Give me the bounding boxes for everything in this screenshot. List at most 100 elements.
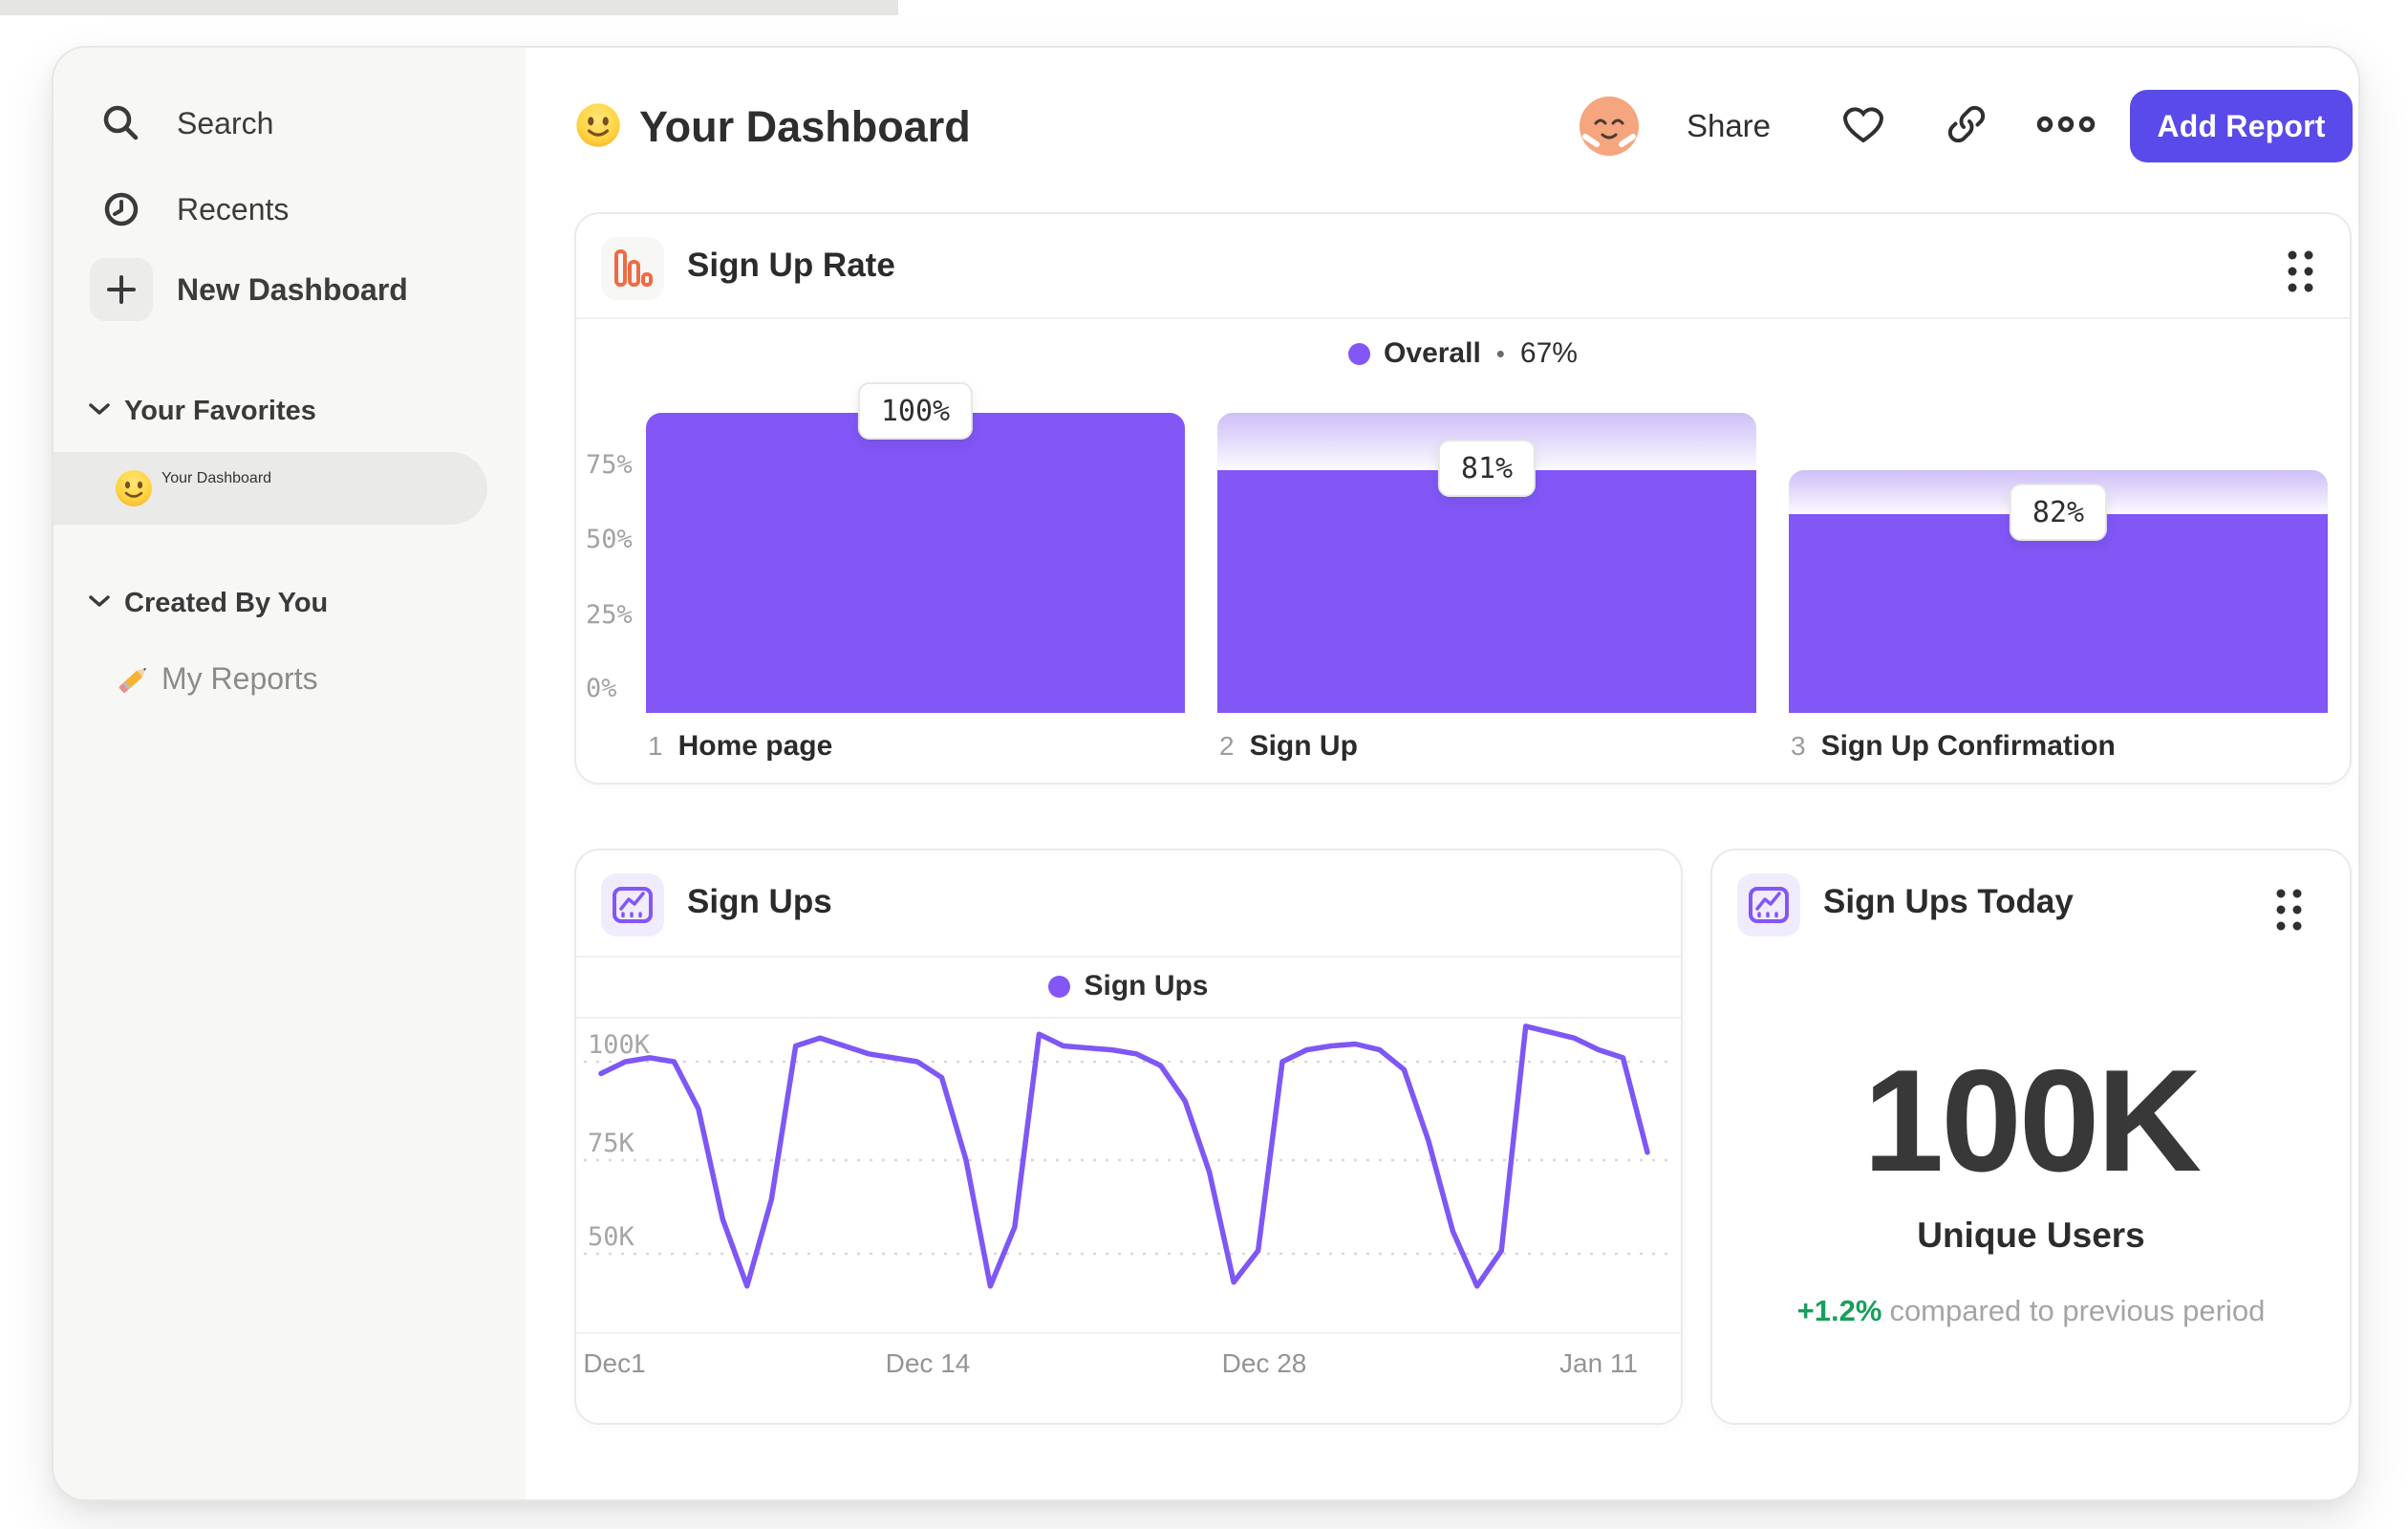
card-header: Sign Ups: [576, 851, 1681, 958]
avatar[interactable]: [1580, 97, 1639, 156]
step-name: Sign Up Confirmation: [1820, 730, 2116, 762]
delta-percent: +1.2%: [1796, 1294, 1882, 1327]
smiley-emoji: [114, 468, 154, 513]
sidebar-item-search[interactable]: Search: [54, 87, 526, 160]
funnel-value-tooltip: 82%: [2009, 484, 2108, 541]
divider: [576, 1017, 1681, 1019]
line-legend[interactable]: Sign Ups: [576, 956, 1681, 1017]
funnel-chart-icon: [601, 237, 664, 300]
y-axis-tick: 50%: [586, 525, 633, 554]
page-title: Your Dashboard: [639, 102, 971, 151]
section-label: Created By You: [124, 588, 329, 618]
y-axis-tick: 100K: [588, 1030, 651, 1060]
sign-ups-line-chart: [584, 1023, 1673, 1289]
chevron-down-icon: [88, 401, 111, 421]
link-icon: [1945, 102, 1989, 151]
copy-link-button[interactable]: [1930, 90, 2003, 162]
divider: [576, 1332, 1681, 1334]
funnel-step-home-page: 100% 1 Home page: [646, 382, 1185, 762]
legend-series-name: Sign Ups: [1084, 970, 1209, 1001]
plus-icon: [90, 258, 153, 321]
background-window-strip: [0, 0, 898, 15]
funnel-step-sign-up-confirmation: 82% 3 Sign Up Confirmation: [1789, 413, 2328, 762]
funnel-category-label: 1 Home page: [648, 730, 832, 763]
sidebar-section-your-favorites[interactable]: Your Favorites: [88, 396, 316, 427]
funnel-legend[interactable]: Overall • 67%: [576, 325, 2350, 382]
unique-users-value: 100K: [1862, 1040, 2202, 1202]
funnel-step-sign-up: 81% 2 Sign Up: [1217, 413, 1756, 762]
y-axis-tick: 0%: [586, 674, 617, 703]
sign-ups-today-card: Sign Ups Today 100K Unique Users +1.2% co…: [1710, 849, 2352, 1425]
funnel-value-tooltip: 100%: [857, 382, 974, 440]
legend-dot: [1048, 975, 1071, 998]
delta-comparison: +1.2% compared to previous period: [1712, 1294, 2350, 1328]
sidebar-item-label: Your Dashboard: [161, 470, 272, 486]
sidebar: Search Recents New Dashboard Your Favori…: [54, 48, 526, 1499]
sign-up-rate-card: Sign Up Rate Overall • 67% 75% 50% 25% 0…: [574, 212, 2352, 785]
line-chart-icon: [601, 873, 664, 937]
sidebar-item-new-dashboard[interactable]: New Dashboard: [54, 253, 526, 326]
legend-overall-value: 67%: [1519, 337, 1578, 369]
funnel-bars: 100% 1 Home page 81% 2 Sign Up: [646, 382, 2328, 762]
section-label: Your Favorites: [124, 396, 316, 426]
sidebar-item-label: New Dashboard: [177, 271, 408, 307]
sidebar-item-recents[interactable]: Recents: [54, 173, 526, 246]
search-icon: [90, 92, 153, 155]
more-options-button[interactable]: [2030, 90, 2102, 162]
sidebar-item-your-dashboard[interactable]: Your Dashboard: [54, 452, 487, 525]
card-title: Sign Ups Today: [1823, 883, 2074, 920]
funnel-bar[interactable]: [1789, 514, 2328, 713]
line-series: [598, 1023, 1650, 1289]
funnel-bar[interactable]: [646, 413, 1185, 713]
sidebar-section-created-by-you[interactable]: Created By You: [88, 588, 328, 619]
chevron-down-icon: [88, 593, 111, 614]
x-axis-tick: Jan 11: [1559, 1348, 1638, 1378]
card-title: Sign Up Rate: [687, 247, 895, 284]
funnel-category-label: 3 Sign Up Confirmation: [1791, 730, 2116, 763]
smiley-emoji: [574, 101, 622, 154]
y-axis-tick: 75%: [586, 450, 633, 480]
funnel-bar[interactable]: [1217, 470, 1756, 713]
step-name: Home page: [677, 730, 833, 762]
divider: [576, 956, 1681, 958]
sidebar-item-label: My Reports: [161, 660, 318, 696]
card-header: Sign Ups Today: [1712, 851, 2350, 954]
y-axis-tick: 50K: [588, 1222, 634, 1252]
ellipsis-icon: [2035, 115, 2096, 139]
x-axis-tick: Dec 14: [885, 1348, 971, 1378]
sidebar-item-label: Recents: [177, 191, 290, 226]
delta-text: compared to previous period: [1889, 1294, 2266, 1327]
step-name: Sign Up: [1249, 730, 1358, 762]
divider: [576, 317, 2350, 319]
sidebar-item-my-reports[interactable]: My Reports: [54, 642, 487, 715]
pencil-emoji: [114, 658, 154, 699]
heart-icon: [1840, 103, 1886, 150]
app-window: Search Recents New Dashboard Your Favori…: [52, 46, 2360, 1501]
sidebar-item-label: Search: [177, 105, 274, 140]
card-header: Sign Up Rate: [576, 214, 2350, 319]
funnel-value-tooltip: 81%: [1437, 440, 1537, 497]
main-content: Your Dashboard Share: [526, 48, 2358, 1499]
legend-dot: [1348, 342, 1371, 365]
legend-separator: •: [1495, 338, 1505, 368]
y-axis-tick: 25%: [586, 600, 633, 630]
favorite-heart-button[interactable]: [1827, 90, 1900, 162]
step-number: 3: [1791, 731, 1806, 761]
line-chart-icon: [1737, 873, 1800, 937]
drag-handle-icon[interactable]: [2271, 885, 2306, 939]
unique-users-label: Unique Users: [1917, 1216, 2145, 1255]
clock-icon: [90, 178, 153, 241]
x-axis-tick: Dec 28: [1221, 1348, 1307, 1378]
legend-series-name: Overall: [1384, 337, 1481, 369]
drag-handle-icon[interactable]: [2283, 247, 2317, 301]
sign-ups-card: Sign Ups Sign Ups 100K 75K 50K Dec1 Dec …: [574, 849, 1683, 1425]
page-header: Your Dashboard: [574, 94, 971, 161]
funnel-category-label: 2 Sign Up: [1219, 730, 1358, 763]
x-axis-tick: Dec1: [583, 1348, 646, 1378]
step-number: 2: [1219, 731, 1235, 761]
share-button[interactable]: Share: [1686, 108, 1772, 143]
add-report-button[interactable]: Add Report: [2130, 90, 2353, 162]
card-title: Sign Ups: [687, 883, 832, 920]
y-axis-tick: 75K: [588, 1129, 634, 1158]
step-number: 1: [648, 731, 663, 761]
